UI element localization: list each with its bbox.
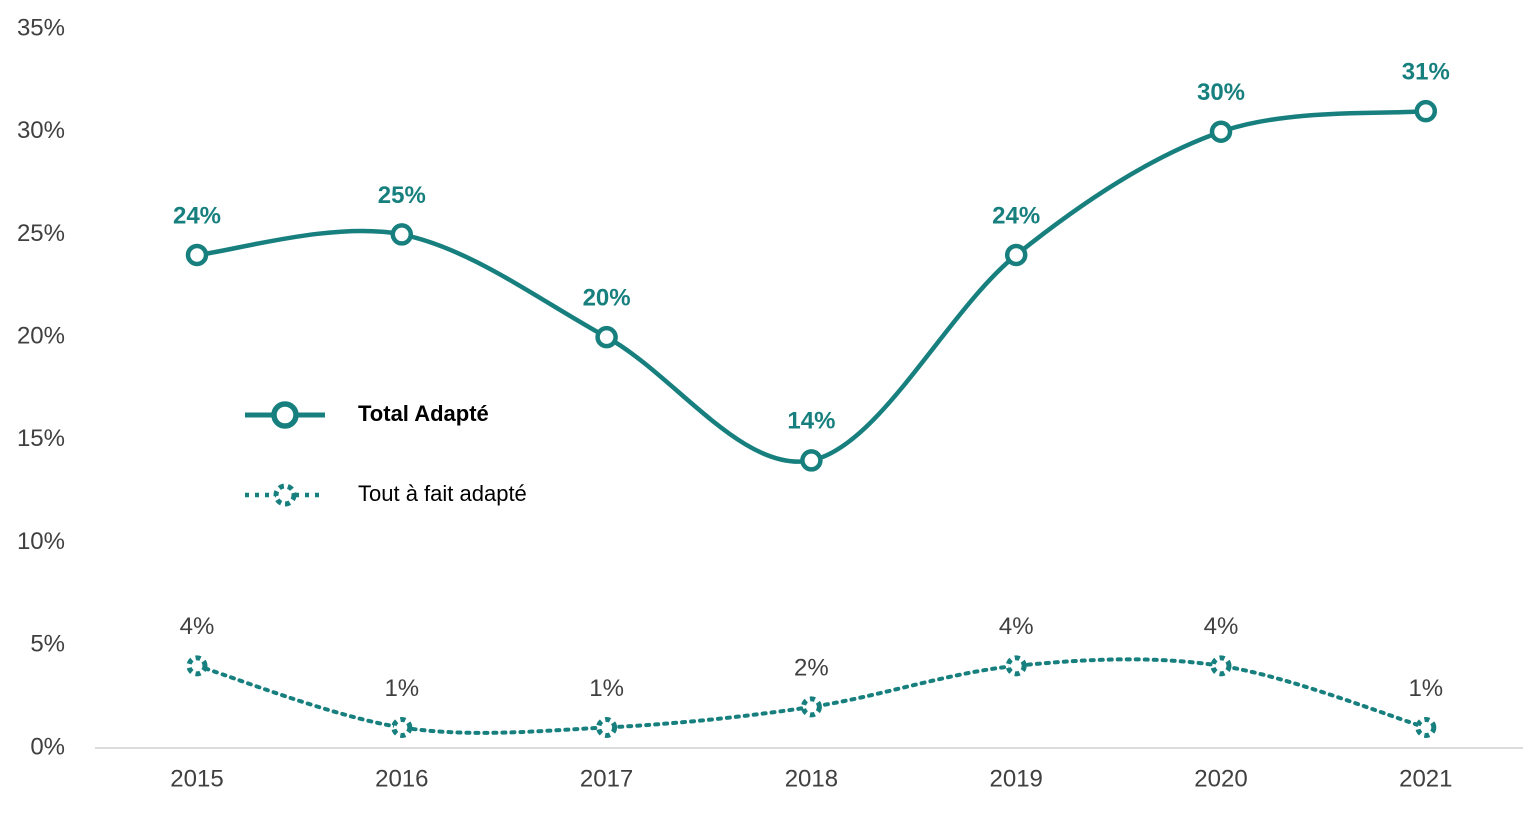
data-label: 4% [999, 613, 1034, 640]
x-tick-label: 2020 [1194, 765, 1247, 792]
data-label: 1% [1408, 675, 1443, 702]
marker [186, 655, 208, 677]
data-label: 14% [787, 408, 835, 435]
marker [596, 716, 618, 738]
marker [595, 325, 618, 349]
x-tick-label: 2017 [580, 765, 633, 792]
data-label: 30% [1197, 79, 1245, 106]
x-tick-label: 2016 [375, 765, 428, 792]
y-tick-label: 5% [30, 631, 65, 658]
marker [1005, 655, 1027, 677]
marker [1210, 655, 1232, 677]
marker [1414, 99, 1438, 123]
data-label: 4% [1204, 613, 1239, 640]
data-label: 4% [180, 613, 215, 640]
data-label: 24% [992, 202, 1040, 229]
legend-label: Total Adapté [358, 401, 489, 426]
data-label: 31% [1402, 59, 1450, 86]
y-tick-label: 30% [17, 117, 65, 144]
data-label: 25% [378, 182, 426, 209]
marker [185, 243, 209, 267]
y-tick-label: 35% [17, 14, 65, 41]
x-tick-label: 2019 [990, 765, 1043, 792]
marker [1415, 716, 1437, 738]
data-label: 2% [794, 654, 829, 681]
data-label: 1% [384, 675, 419, 702]
x-tick-label: 2021 [1399, 765, 1452, 792]
x-tick-label: 2018 [785, 765, 838, 792]
legend-label: Tout à fait adapté [358, 481, 527, 506]
y-tick-label: 0% [30, 733, 65, 760]
marker [1004, 243, 1028, 267]
marker [1209, 120, 1233, 143]
y-tick-label: 25% [17, 220, 65, 247]
marker [390, 223, 414, 246]
legend-marker [271, 401, 299, 429]
y-tick-label: 10% [17, 528, 65, 555]
x-tick-label: 2015 [170, 765, 223, 792]
legend-marker [273, 483, 297, 507]
data-label: 24% [173, 202, 221, 229]
y-tick-label: 20% [17, 322, 65, 349]
y-tick-label: 15% [17, 425, 65, 452]
marker [391, 716, 413, 738]
marker [800, 449, 823, 472]
marker [800, 696, 822, 718]
data-label: 20% [583, 284, 631, 311]
data-label: 1% [589, 675, 624, 702]
